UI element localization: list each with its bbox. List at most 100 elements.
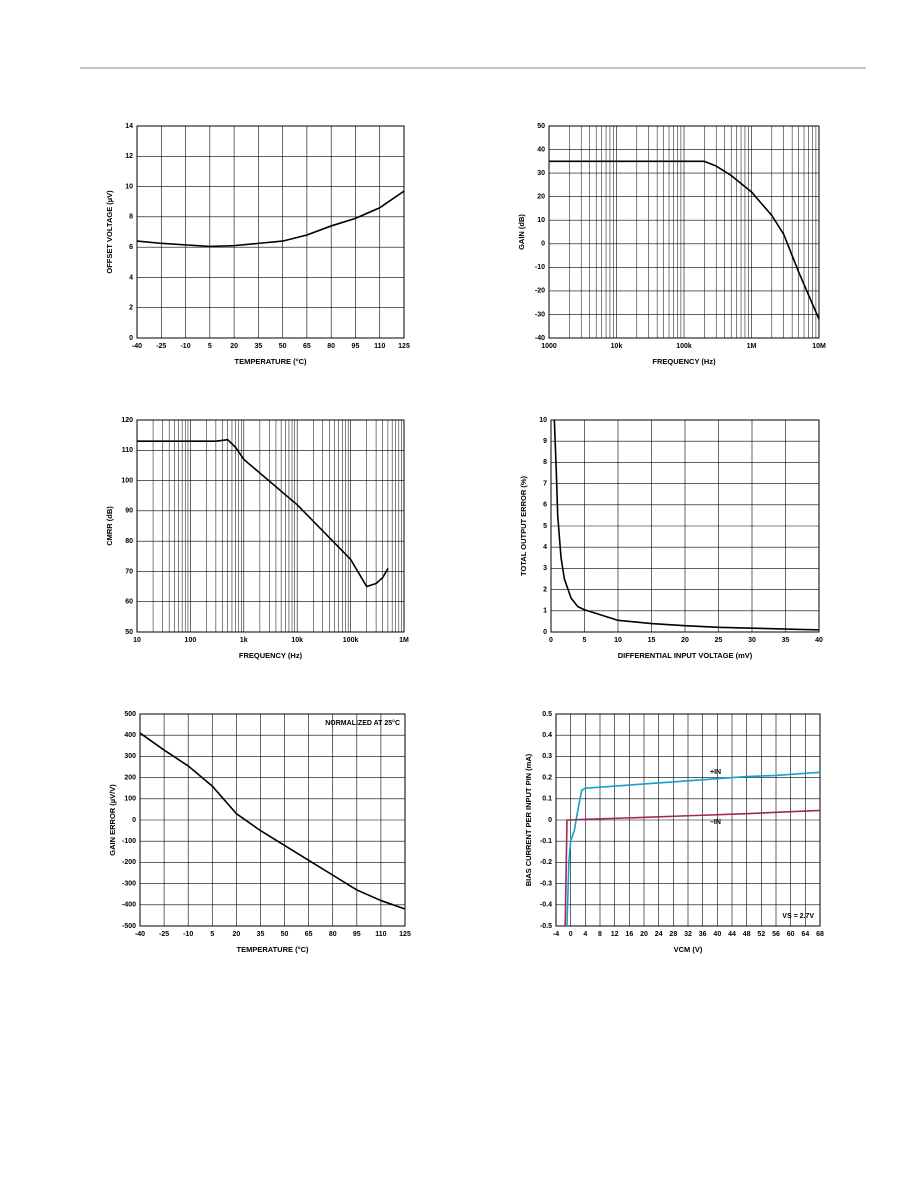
- x-tick-label: 5: [210, 931, 214, 938]
- x-tick-label: -4: [553, 931, 559, 938]
- y-tick-label: 60: [125, 599, 133, 606]
- x-tick-label: 100: [185, 637, 197, 644]
- y-tick-label: 500: [124, 711, 136, 718]
- data-line: [549, 160, 820, 320]
- plot-frame: [139, 713, 406, 927]
- x-axis-label: TEMPERATURE (°C): [236, 945, 309, 954]
- x-axis-label: FREQUENCY (Hz): [652, 357, 716, 366]
- plot-frame: [550, 419, 820, 633]
- x-tick-label: 30: [748, 637, 756, 644]
- x-tick-label: 80: [327, 343, 335, 350]
- y-tick-label: 80: [125, 538, 133, 545]
- y-tick-label: 7: [543, 480, 547, 487]
- data-line: [136, 190, 405, 248]
- y-tick-label: -20: [535, 288, 545, 295]
- x-tick-label: 25: [715, 637, 723, 644]
- x-tick-label: 10: [133, 637, 141, 644]
- y-tick-label: 0: [541, 241, 545, 248]
- data-line: [137, 438, 389, 588]
- x-tick-label: 95: [352, 343, 360, 350]
- plot-frame: [136, 419, 405, 633]
- y-tick-label: -400: [122, 902, 136, 909]
- y-tick-label: 0.3: [542, 753, 552, 760]
- x-tick-label: 50: [279, 343, 287, 350]
- x-tick-label: 40: [713, 931, 721, 938]
- data-line: [564, 809, 821, 927]
- y-tick-label: 8: [543, 459, 547, 466]
- x-tick-label: 80: [329, 931, 337, 938]
- y-tick-label: 400: [124, 732, 136, 739]
- y-tick-label: 0: [129, 335, 133, 342]
- x-tick-label: 10k: [611, 343, 623, 350]
- x-tick-label: 35: [254, 343, 262, 350]
- x-tick-label: 65: [305, 931, 313, 938]
- y-tick-label: 1: [543, 608, 547, 615]
- x-tick-label: 110: [374, 343, 385, 350]
- y-axis-label: OFFSET VOLTAGE (µV): [105, 190, 114, 274]
- x-tick-label: 44: [728, 931, 736, 938]
- x-tick-label: -10: [180, 343, 190, 350]
- y-tick-label: 20: [537, 194, 545, 201]
- x-tick-label: 1000: [541, 343, 557, 350]
- y-tick-label: -30: [535, 311, 545, 318]
- y-tick-label: 0: [543, 629, 547, 636]
- y-tick-label: 100: [124, 796, 136, 803]
- x-tick-label: 5: [583, 637, 587, 644]
- y-tick-label: 3: [543, 565, 547, 572]
- y-axis-label: TOTAL OUTPUT ERROR (%): [519, 476, 528, 577]
- x-axis-label: DIFFERENTIAL INPUT VOLTAGE (mV): [618, 651, 753, 660]
- series-label: –IN: [710, 819, 721, 826]
- y-axis-label: GAIN ERROR (µV/V): [108, 784, 117, 856]
- x-tick-label: 125: [399, 931, 411, 938]
- x-tick-label: 4: [583, 931, 587, 938]
- y-tick-label: 120: [121, 417, 133, 424]
- plot-frame: [136, 125, 405, 339]
- data-line: [139, 732, 406, 910]
- x-tick-label: 5: [208, 343, 212, 350]
- annotation: NORMALIZED AT 25°C: [325, 719, 400, 727]
- x-tick-label: 0: [569, 931, 573, 938]
- plot-frame: [555, 713, 821, 927]
- x-tick-label: 65: [303, 343, 311, 350]
- x-tick-label: 28: [669, 931, 677, 938]
- y-tick-label: -0.1: [540, 838, 552, 845]
- y-tick-label: 0: [132, 817, 136, 824]
- x-tick-label: 95: [353, 931, 361, 938]
- x-tick-label: 40: [815, 637, 823, 644]
- x-tick-label: 20: [230, 343, 238, 350]
- x-tick-label: -10: [183, 931, 193, 938]
- x-tick-label: 68: [816, 931, 824, 938]
- x-tick-label: 64: [801, 931, 809, 938]
- x-tick-label: 32: [684, 931, 692, 938]
- y-tick-label: 110: [122, 447, 133, 454]
- x-tick-label: 10M: [812, 343, 826, 350]
- x-tick-label: 56: [772, 931, 780, 938]
- y-tick-label: 10: [537, 217, 545, 224]
- y-tick-label: 4: [543, 544, 547, 551]
- y-axis-label: CMRR (dB): [105, 506, 114, 546]
- x-tick-label: 10: [614, 637, 622, 644]
- y-tick-label: 5: [543, 523, 547, 530]
- x-tick-label: 1k: [240, 637, 248, 644]
- y-tick-label: -0.2: [540, 859, 552, 866]
- y-tick-label: -0.5: [540, 923, 552, 930]
- data-line: [553, 419, 820, 631]
- y-tick-label: 10: [125, 183, 133, 190]
- y-tick-label: 10: [539, 417, 547, 424]
- y-tick-label: 90: [125, 508, 133, 515]
- x-tick-label: 100k: [343, 637, 359, 644]
- y-tick-label: -500: [122, 923, 136, 930]
- x-tick-label: 60: [787, 931, 795, 938]
- y-tick-label: -0.4: [540, 902, 552, 909]
- y-tick-label: 0.4: [542, 732, 552, 739]
- plot-frame: [548, 125, 820, 339]
- y-tick-label: 100: [121, 477, 133, 484]
- y-tick-label: 8: [129, 214, 133, 221]
- x-tick-label: 125: [398, 343, 410, 350]
- x-tick-label: 1M: [399, 637, 409, 644]
- x-tick-label: 10k: [291, 637, 303, 644]
- y-tick-label: 50: [125, 629, 133, 636]
- x-tick-label: 48: [743, 931, 751, 938]
- x-tick-label: -40: [132, 343, 142, 350]
- x-tick-label: 24: [655, 931, 663, 938]
